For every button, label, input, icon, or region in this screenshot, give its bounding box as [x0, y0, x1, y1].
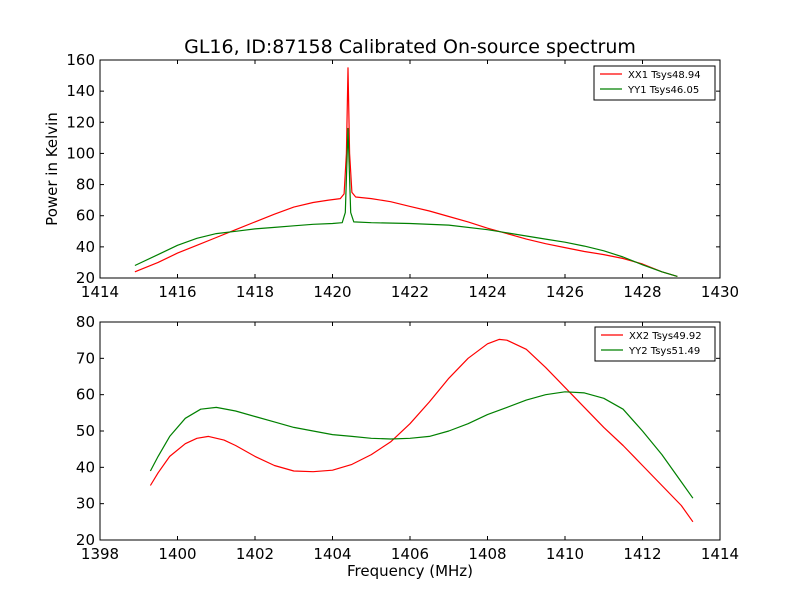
y-tick-label: 80 [76, 313, 95, 331]
series-line-yy1 [134, 127, 678, 277]
x-tick-label: 1406 [391, 545, 429, 563]
x-tick-label: 1428 [623, 283, 661, 301]
y-tick-label: 20 [76, 269, 95, 287]
top-y-axis-label: Power in Kelvin [43, 112, 61, 226]
x-tick-label: 1408 [468, 545, 506, 563]
x-tick-label: 1414 [701, 545, 739, 563]
series-line-xx1 [134, 67, 678, 277]
y-tick-label: 120 [66, 113, 95, 131]
legend-label: YY1 Tsys46.05 [627, 85, 699, 96]
legend-label: XX1 Tsys48.94 [628, 70, 701, 81]
y-tick-label: 40 [76, 458, 95, 476]
x-tick-label: 1414 [81, 283, 119, 301]
x-tick-label: 1410 [546, 545, 584, 563]
bottom-plot: Frequency (MHz) 1398 1400 1402 1404 1406 1408… [76, 313, 739, 580]
x-tick-label: 1402 [236, 545, 274, 563]
top-plot: Power in Kelvin 1414 1416 1418 1420 1422 1424… [43, 51, 739, 301]
x-tick-label: 1424 [468, 283, 506, 301]
y-tick-label: 100 [66, 144, 95, 162]
x-tick-label: 1404 [313, 545, 351, 563]
x-tick-label: 1422 [391, 283, 429, 301]
y-tick-label: 60 [76, 386, 95, 404]
series-line-xx2 [149, 338, 694, 523]
legend-label: YY2 Tsys51.49 [628, 346, 700, 357]
legend-box [593, 65, 716, 101]
x-tick-label: 1398 [81, 545, 119, 563]
y-tick-label: 70 [76, 349, 95, 367]
x-tick-label: 1426 [546, 283, 584, 301]
x-tick-label: 1430 [701, 283, 739, 301]
legend: XX1 Tsys48.94 YY1 Tsys46.05 [593, 65, 716, 101]
x-tick-label: 1412 [623, 545, 661, 563]
legend-label: XX2 Tsys49.92 [629, 331, 702, 342]
series-line-yy2 [149, 391, 694, 499]
x-tick-label: 1416 [158, 283, 196, 301]
x-tick-label: 1400 [158, 545, 196, 563]
y-tick-label: 50 [76, 422, 95, 440]
y-tick-label: 160 [66, 51, 95, 69]
bottom-x-axis-label: Frequency (MHz) [347, 562, 473, 580]
y-tick-label: 80 [76, 176, 95, 194]
y-tick-label: 140 [66, 82, 95, 100]
legend-box [594, 326, 716, 362]
chart-title: GL16, ID:87158 Calibrated On-source spec… [184, 36, 636, 58]
y-tick-label: 40 [76, 238, 95, 256]
legend: XX2 Tsys49.92 YY2 Tsys51.49 [594, 326, 716, 362]
y-tick-label: 60 [76, 207, 95, 225]
x-tick-label: 1420 [313, 283, 351, 301]
x-tick-label: 1418 [236, 283, 274, 301]
y-tick-label: 30 [76, 495, 95, 513]
y-tick-label: 20 [76, 531, 95, 549]
